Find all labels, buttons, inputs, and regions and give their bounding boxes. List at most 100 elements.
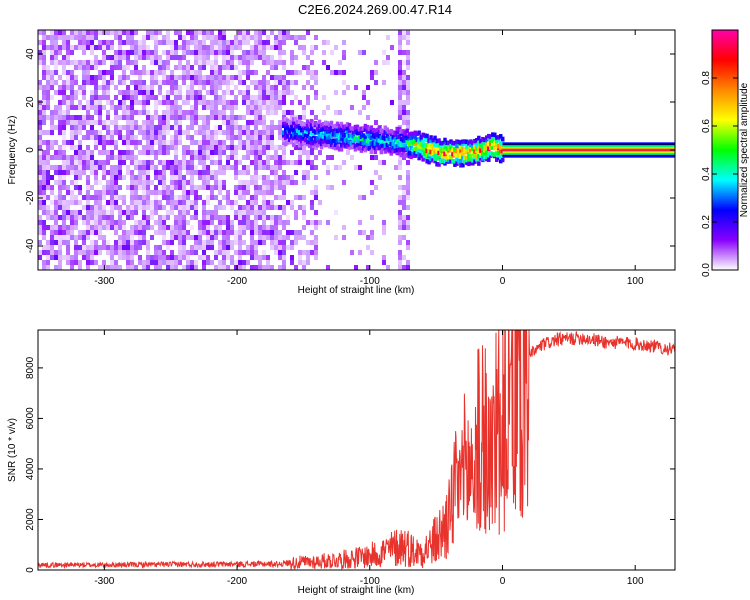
heatmap-cell	[158, 90, 162, 95]
heatmap-cell	[405, 152, 409, 158]
heatmap-cell	[274, 65, 278, 70]
heatmap-cell	[266, 60, 270, 65]
heatmap-cell	[407, 153, 411, 159]
heatmap-cell	[445, 146, 449, 151]
heatmap-cell	[214, 80, 218, 85]
heatmap-cell	[178, 95, 182, 100]
heatmap-cell	[339, 133, 344, 138]
heatmap-cell	[282, 160, 286, 165]
heatmap-cell	[406, 75, 410, 80]
heatmap-cell	[182, 70, 186, 75]
heatmap-cell	[206, 185, 210, 190]
heatmap-cell	[70, 50, 74, 55]
heatmap-cell	[210, 115, 214, 120]
heatmap-cell	[62, 185, 66, 190]
heatmap-cell	[54, 180, 58, 185]
heatmap-cell	[130, 80, 134, 85]
heatmap-cell	[254, 175, 258, 180]
heatmap-cell	[42, 65, 46, 70]
heatmap-cell	[214, 255, 218, 260]
heatmap-cell	[86, 225, 90, 230]
heatmap-cell	[182, 160, 186, 165]
heatmap-cell	[142, 110, 146, 115]
heatmap-cell	[110, 190, 114, 195]
heatmap-cell	[310, 50, 314, 55]
heatmap-cell	[178, 140, 182, 145]
heatmap-cell	[314, 220, 318, 225]
colorbar: 0.00.20.40.60.8 Normalized spectral ampl…	[701, 29, 750, 277]
heatmap-cell	[238, 40, 242, 45]
heatmap-cell	[266, 155, 270, 160]
heatmap-cell	[282, 80, 286, 85]
heatmap-cell	[402, 110, 406, 115]
heatmap-cell	[445, 155, 449, 161]
heatmap-cell	[142, 80, 146, 85]
heatmap-cell	[293, 116, 298, 122]
heatmap-cell	[170, 105, 174, 110]
heatmap-cell	[258, 260, 262, 265]
heatmap-cell	[453, 147, 457, 152]
heatmap-cell	[114, 60, 118, 65]
heatmap-cell	[122, 70, 126, 75]
heatmap-cell	[202, 120, 206, 125]
heatmap-cell	[278, 100, 282, 105]
heatmap-cell	[234, 200, 238, 205]
heatmap-cell	[102, 60, 106, 65]
heatmap-cell	[254, 55, 258, 60]
heatmap-cell	[66, 245, 70, 250]
heatmap-cell	[198, 100, 202, 105]
heatmap-cell	[282, 150, 286, 155]
heatmap-cell	[382, 260, 386, 265]
heatmap-cell	[327, 122, 332, 127]
heatmap-cell	[282, 245, 286, 250]
heatmap-cell	[230, 65, 234, 70]
heatmap-cell	[134, 180, 138, 185]
heatmap-cell	[206, 125, 210, 130]
heatmap-cell	[130, 115, 134, 120]
heatmap-cell	[118, 210, 122, 215]
heatmap-cell	[246, 70, 250, 75]
heatmap-cell	[365, 131, 370, 137]
heatmap-cell	[246, 180, 250, 185]
heatmap-cell	[262, 180, 266, 185]
heatmap-cell	[186, 40, 190, 45]
heatmap-cell	[90, 35, 94, 40]
heatmap-cell	[110, 265, 114, 270]
heatmap-cell	[178, 160, 182, 165]
heatmap-cell	[379, 139, 384, 144]
heatmap-cell	[266, 165, 270, 170]
heatmap-cell	[254, 180, 258, 185]
heatmap-cell	[461, 141, 465, 147]
heatmap-cell	[194, 70, 198, 75]
heatmap-cell	[397, 142, 401, 147]
heatmap-cell	[138, 130, 142, 135]
heatmap-cell	[78, 210, 82, 215]
heatmap-cell	[62, 95, 66, 100]
heatmap-cell	[194, 185, 198, 190]
heatmap-cell	[306, 100, 310, 105]
heatmap-cell	[289, 126, 294, 132]
heatmap-cell	[106, 185, 110, 190]
x-tick-label: 100	[627, 276, 644, 287]
heatmap-cell	[274, 100, 278, 105]
heatmap-cell	[226, 90, 230, 95]
heatmap-cell	[186, 265, 190, 270]
heatmap-cell	[246, 60, 250, 65]
heatmap-cell	[174, 195, 178, 200]
heatmap-cell	[258, 230, 262, 235]
heatmap-cell	[102, 220, 106, 225]
heatmap-cell	[90, 215, 94, 220]
heatmap-cell	[222, 40, 226, 45]
heatmap-cell	[86, 245, 90, 250]
heatmap-cell	[78, 170, 82, 175]
heatmap-cell	[218, 65, 222, 70]
heatmap-cell	[62, 100, 66, 105]
heatmap-cell	[258, 165, 262, 170]
heatmap-cell	[42, 100, 46, 105]
heatmap-cell	[186, 75, 190, 80]
heatmap-cell	[198, 115, 202, 120]
heatmap-cell	[381, 143, 386, 148]
heatmap-cell	[489, 151, 493, 156]
heatmap-cell	[374, 170, 378, 175]
